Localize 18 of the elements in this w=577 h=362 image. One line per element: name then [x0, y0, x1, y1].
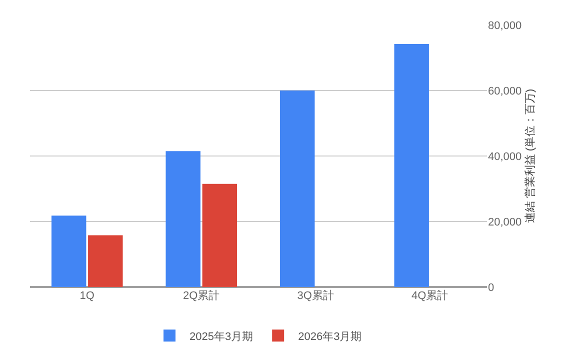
legend-label: 2026年3月期	[298, 330, 362, 343]
x-tick-label: 1Q	[80, 290, 95, 302]
y-tick-label: 60,000	[488, 85, 522, 98]
bar	[166, 151, 200, 287]
y-tick-label: 20,000	[488, 216, 522, 228]
x-tick-label: 3Q累計	[297, 289, 334, 302]
bar	[394, 44, 429, 287]
y-tick-label: 80,000	[488, 20, 522, 32]
x-tick-label: 4Q累計	[412, 289, 448, 302]
legend-label: 2025年3月期	[190, 330, 254, 343]
bar	[51, 216, 86, 287]
bar	[280, 90, 315, 287]
y-tick-label: 0	[488, 282, 494, 294]
y-axis-title: 連結 営業利益 (単位：百万)	[524, 88, 537, 224]
bar	[88, 235, 123, 287]
bar	[202, 184, 238, 287]
x-tick-label: 2Q累計	[183, 289, 220, 302]
y-tick-label: 40,000	[488, 150, 522, 163]
